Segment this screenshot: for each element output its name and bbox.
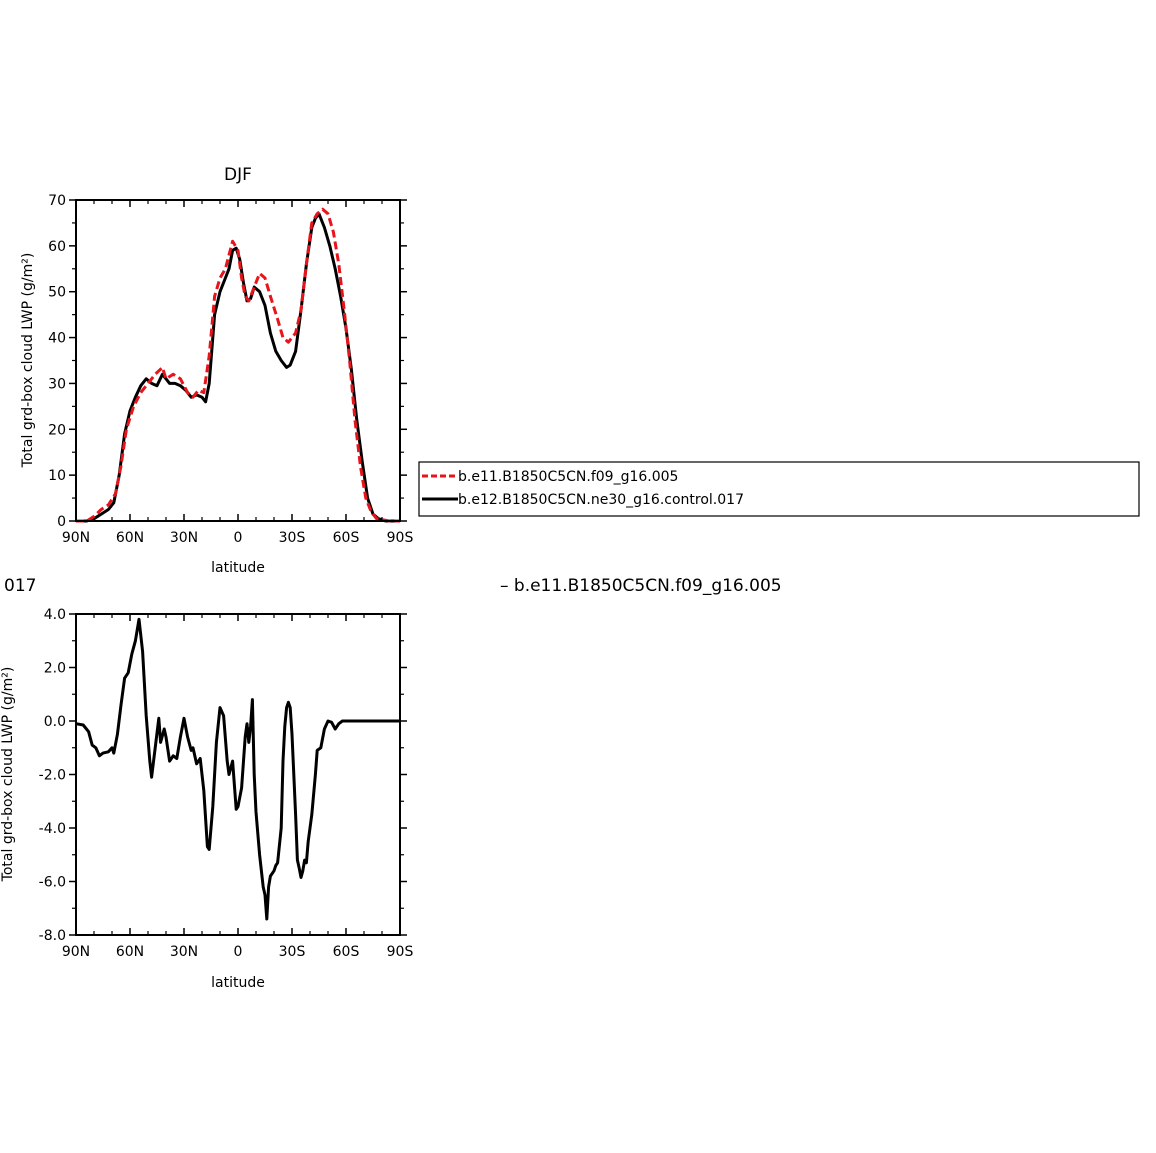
top-ytick-label-1: 10 bbox=[48, 468, 66, 484]
legend-label-2: b.e12.B1850C5CN.ne30_g16.control.017 bbox=[458, 492, 744, 508]
bottom-xtick-label-1: 60N bbox=[116, 944, 144, 960]
top-ytick-label-0: 0 bbox=[57, 514, 66, 530]
top-xtick-label-4: 30S bbox=[279, 530, 306, 546]
top-ytick-label-6: 60 bbox=[48, 239, 66, 255]
top-xtick-label-0: 90N bbox=[62, 530, 90, 546]
bottom-chart-frame bbox=[75, 613, 401, 936]
legend-box bbox=[418, 461, 1140, 517]
top-xtick-label-3: 0 bbox=[234, 530, 243, 546]
top-xtick-label-6: 90S bbox=[387, 530, 414, 546]
top-xtick-label-1: 60N bbox=[116, 530, 144, 546]
top-chart-title: DJF bbox=[224, 165, 252, 185]
legend: b.e11.B1850C5CN.f09_g16.005 b.e12.B1850C… bbox=[418, 461, 1140, 517]
bottom-ytick-label-6: 4.0 bbox=[44, 607, 66, 623]
bottom-chart-xlabel: latitude bbox=[211, 975, 265, 991]
bottom-ytick-label-5: 2.0 bbox=[44, 661, 66, 677]
top-chart: DJF 90N 60N 30N 0 30S 60S 90S 0 10 20 30 40 50 60 70 l… bbox=[20, 165, 413, 576]
bottom-xtick-label-2: 30N bbox=[170, 944, 198, 960]
top-ytick-label-3: 30 bbox=[48, 376, 66, 392]
bottom-ytick-label-2: -4.0 bbox=[39, 821, 66, 837]
top-chart-xlabel: latitude bbox=[211, 560, 265, 576]
top-chart-frame bbox=[75, 199, 401, 522]
bottom-ytick-label-0: -8.0 bbox=[39, 928, 66, 944]
bottom-ytick-label-3: -2.0 bbox=[39, 768, 66, 784]
bottom-ytick-label-4: 0.0 bbox=[44, 714, 66, 730]
bottom-xtick-label-5: 60S bbox=[333, 944, 360, 960]
top-ytick-label-2: 20 bbox=[48, 422, 66, 438]
top-ytick-label-7: 70 bbox=[48, 193, 66, 209]
bottom-header-right: – b.e11.B1850C5CN.f09_g16.005 bbox=[500, 576, 782, 596]
bottom-xtick-label-3: 0 bbox=[234, 944, 243, 960]
bottom-xtick-label-0: 90N bbox=[62, 944, 90, 960]
legend-label-1: b.e11.B1850C5CN.f09_g16.005 bbox=[458, 469, 678, 485]
top-series-1-line bbox=[76, 207, 400, 523]
bottom-header-left: 017 bbox=[4, 576, 36, 596]
top-xtick-label-5: 60S bbox=[333, 530, 360, 546]
top-xtick-label-2: 30N bbox=[170, 530, 198, 546]
top-ytick-label-5: 50 bbox=[48, 285, 66, 301]
bottom-xtick-label-6: 90S bbox=[387, 944, 414, 960]
bottom-chart: 90N 60N 30N 0 30S 60S 90S -8.0 -6.0 -4.0 -2.0 0.0 2.… bbox=[0, 607, 413, 991]
bottom-chart-ylabel: Total grd-box cloud LWP (g/m²) bbox=[0, 667, 16, 883]
bottom-xtick-label-4: 30S bbox=[279, 944, 306, 960]
top-ytick-label-4: 40 bbox=[48, 331, 66, 347]
bottom-ytick-label-1: -6.0 bbox=[39, 875, 66, 891]
top-chart-ylabel: Total grd-box cloud LWP (g/m²) bbox=[20, 253, 36, 469]
bottom-series-0-line bbox=[75, 617, 400, 921]
